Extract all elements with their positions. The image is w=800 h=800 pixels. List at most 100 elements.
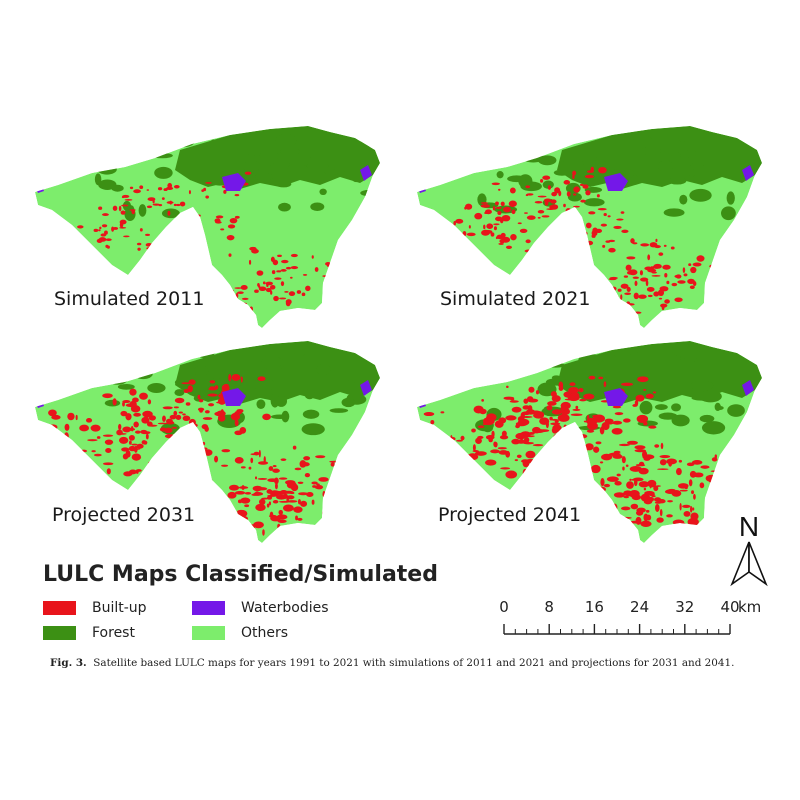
built-up-patch	[286, 495, 295, 500]
built-up-patch	[537, 216, 541, 219]
built-up-patch	[666, 458, 677, 465]
built-up-patch	[135, 469, 142, 472]
built-up-patch	[688, 479, 693, 487]
built-up-patch	[102, 462, 114, 466]
built-up-patch	[106, 468, 111, 475]
built-up-patch	[201, 189, 205, 192]
built-up-patch	[197, 394, 201, 400]
map-panel-simulated-2011: Simulated 2011	[30, 125, 390, 340]
built-up-patch	[646, 286, 655, 292]
built-up-patch	[626, 520, 630, 525]
built-up-patch	[247, 524, 256, 529]
forest-patch	[324, 168, 339, 175]
built-up-patch	[460, 435, 465, 441]
built-up-patch	[240, 376, 243, 383]
built-up-patch	[278, 509, 283, 515]
built-up-patch	[607, 522, 611, 528]
built-up-patch	[511, 406, 522, 413]
built-up-patch	[603, 286, 609, 293]
built-up-patch	[180, 221, 188, 225]
built-up-patch	[608, 247, 616, 253]
built-up-patch	[568, 387, 579, 394]
built-up-patch	[618, 443, 630, 447]
built-up-patch	[683, 273, 688, 277]
built-up-patch	[501, 430, 507, 437]
built-up-patch	[503, 396, 515, 400]
legend-label: Others	[241, 625, 289, 641]
built-up-patch	[173, 203, 177, 207]
forest-patch	[304, 389, 315, 400]
built-up-patch	[448, 233, 455, 239]
built-up-patch	[557, 447, 561, 455]
built-up-patch	[626, 440, 638, 445]
built-up-patch	[547, 455, 560, 461]
forest-patch	[629, 351, 641, 364]
built-up-patch	[258, 498, 266, 505]
built-up-patch	[330, 462, 335, 467]
built-up-patch	[143, 440, 148, 445]
built-up-patch	[139, 392, 148, 400]
forest-patch	[496, 171, 504, 179]
built-up-patch	[430, 440, 434, 445]
forest-patch	[690, 162, 704, 168]
built-up-patch	[549, 462, 553, 466]
built-up-patch	[560, 434, 565, 439]
built-up-patch	[553, 433, 564, 442]
built-up-patch	[229, 292, 234, 295]
built-up-patch	[265, 287, 272, 293]
built-up-patch	[300, 500, 308, 507]
built-up-patch	[710, 470, 723, 473]
built-up-patch	[187, 435, 197, 438]
built-up-patch	[257, 376, 266, 381]
lulc-map	[35, 341, 380, 543]
built-up-patch	[500, 201, 505, 207]
built-up-patch	[721, 464, 725, 470]
forest-patch	[699, 414, 715, 423]
built-up-patch	[121, 204, 129, 207]
built-up-patch	[640, 243, 650, 247]
built-up-patch	[266, 282, 269, 288]
forest-patch	[106, 371, 129, 385]
built-up-patch	[445, 443, 456, 450]
built-up-patch	[204, 410, 210, 414]
built-up-patch	[171, 426, 177, 429]
forest-patch	[726, 191, 735, 205]
map-panel-projected-2031: Projected 2031	[30, 340, 390, 555]
built-up-patch	[595, 441, 602, 445]
built-up-patch	[652, 391, 657, 394]
built-up-patch	[711, 274, 719, 280]
built-up-patch	[262, 529, 265, 536]
built-up-patch	[221, 449, 231, 453]
built-up-patch	[705, 281, 713, 284]
built-up-patch	[147, 197, 156, 202]
built-up-patch	[638, 467, 649, 475]
built-up-patch	[282, 504, 294, 512]
built-up-patch	[468, 225, 471, 229]
built-up-patch	[262, 413, 271, 421]
built-up-patch	[298, 492, 309, 496]
built-up-patch	[104, 439, 114, 445]
forest-patch	[302, 409, 320, 419]
built-up-patch	[523, 398, 529, 404]
built-up-patch	[509, 187, 516, 194]
built-up-patch	[482, 422, 488, 426]
built-up-patch	[571, 431, 575, 439]
built-up-patch	[288, 291, 296, 297]
built-up-patch	[139, 185, 144, 189]
built-up-patch	[636, 507, 646, 513]
built-up-patch	[169, 414, 177, 420]
built-up-patch	[301, 292, 306, 297]
built-up-patch	[537, 209, 545, 214]
built-up-patch	[311, 499, 315, 505]
built-up-patch	[501, 214, 511, 222]
built-up-patch	[635, 394, 645, 402]
built-up-patch	[726, 464, 738, 470]
legend-item-forest: Forest	[43, 624, 135, 642]
built-up-patch	[630, 503, 639, 510]
forest-patch	[679, 348, 701, 360]
forest-patch	[301, 423, 325, 436]
built-up-patch	[632, 477, 644, 482]
built-up-patch	[516, 439, 526, 444]
built-up-patch	[233, 304, 237, 308]
built-up-patch	[272, 468, 280, 473]
